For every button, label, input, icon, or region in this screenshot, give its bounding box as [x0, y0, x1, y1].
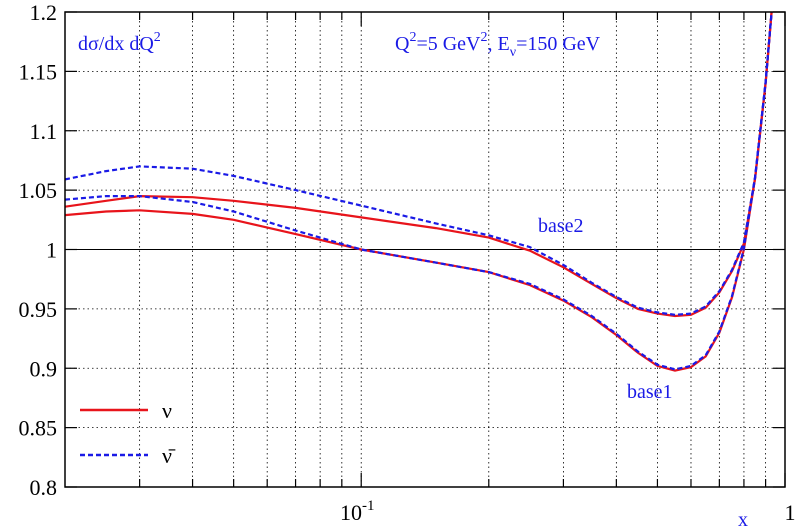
annotation-part: ν: [510, 45, 516, 60]
y-tick-label: 1.2: [30, 0, 58, 25]
y-tick-label: 1.1: [30, 119, 58, 144]
annotation-part: Q: [395, 33, 410, 55]
annotation: dσ/dx dQ2: [78, 30, 161, 55]
annotation-part: dσ/dx dQ: [78, 33, 154, 55]
annotation-part: 2: [154, 30, 161, 45]
curve-label: base2: [538, 215, 584, 237]
annotation-part: 2: [409, 30, 416, 45]
x-axis-label: x: [738, 509, 748, 527]
annotation-part: , E: [488, 33, 510, 55]
x-tick-label: 1: [785, 500, 796, 525]
curve-label: base1: [627, 381, 673, 403]
annotation-part: 2: [481, 30, 488, 45]
y-tick-label: 1.15: [19, 59, 58, 84]
y-tick-label: 0.8: [30, 475, 58, 500]
plot-frame: [64, 11, 786, 488]
plot-lines: [65, 12, 773, 372]
line: [65, 12, 773, 316]
y-tick-label: 0.9: [30, 356, 58, 381]
annotation-part: =150 GeV: [516, 33, 601, 55]
y-tick-label: 0.85: [19, 416, 58, 441]
legend-label: ν̄: [162, 443, 176, 468]
legend-label: ν: [162, 398, 172, 423]
y-tick-label: 1: [46, 238, 57, 263]
x-tick-label: 10-1: [340, 498, 375, 525]
x-tick-label-base: 10: [340, 500, 362, 525]
annotation-part: =5 GeV: [416, 33, 481, 55]
y-tick-label: 1.05: [19, 178, 58, 203]
y-tick-label: 0.95: [19, 297, 58, 322]
x-tick-label-exponent: -1: [362, 498, 375, 514]
line: [65, 12, 773, 318]
line: [65, 12, 773, 372]
annotation: Q2=5 GeV2, Eν=150 GeV: [395, 30, 601, 60]
line: [65, 12, 773, 371]
